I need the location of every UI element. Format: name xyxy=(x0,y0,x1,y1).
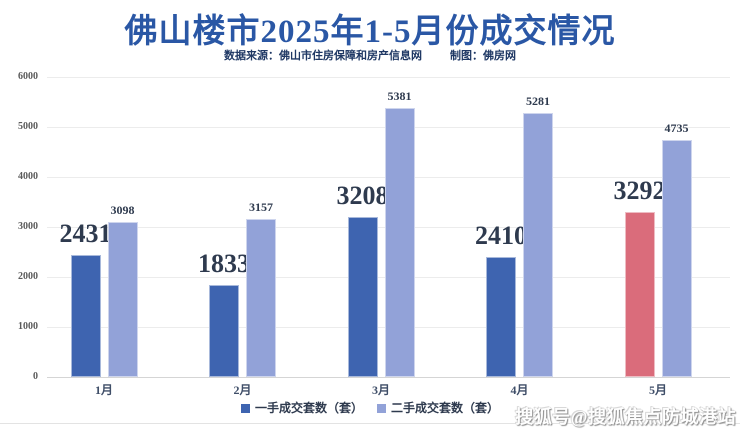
y-axis-tick-label: 1000 xyxy=(18,321,38,332)
y-axis-tick-label: 0 xyxy=(33,371,38,382)
legend-item-primary: 一手成交套数（套） xyxy=(240,401,363,415)
bar-secondary xyxy=(107,222,138,377)
bar-primary xyxy=(70,255,101,377)
y-axis-tick-label: 6000 xyxy=(18,71,38,82)
bar-secondary xyxy=(384,107,415,377)
bar-value-label-primary: 2431 xyxy=(59,219,112,249)
legend-label-primary: 一手成交套数（套） xyxy=(254,401,363,415)
bar-value-label-secondary: 4735 xyxy=(664,121,689,136)
data-source-label: 数据来源：佛山市住房保障和房产信息网 xyxy=(224,50,422,62)
bar-value-label-primary: 2410 xyxy=(475,220,527,250)
bar-value-label-primary: 3292 xyxy=(613,176,666,206)
bar-value-label-primary: 1833 xyxy=(198,249,250,279)
grid-line xyxy=(47,77,730,78)
bar-primary xyxy=(624,212,655,377)
chart-subtitle: 数据来源：佛山市住房保障和房产信息网 制图：佛房网 xyxy=(0,47,740,63)
x-axis-category-label: 2月 xyxy=(233,383,252,397)
bottom-divider xyxy=(0,423,740,424)
bar-secondary xyxy=(246,219,276,377)
x-axis-category-label: 1月 xyxy=(94,383,114,397)
bar-value-label-secondary: 3098 xyxy=(110,203,135,218)
legend: 一手成交套数（套） 二手成交套数（套） xyxy=(0,401,740,415)
watermark-text: 搜狐号@搜狐焦点防城港站 xyxy=(515,407,736,427)
bar-value-label-secondary: 5281 xyxy=(526,93,550,108)
bar-secondary xyxy=(661,140,692,377)
legend-swatch-secondary xyxy=(377,403,386,413)
legend-swatch-primary xyxy=(240,403,250,413)
x-axis-category-label: 3月 xyxy=(371,383,391,397)
y-axis-tick-label: 2000 xyxy=(18,271,38,282)
bar-value-label-secondary: 3157 xyxy=(249,200,273,215)
y-axis-tick-label: 4000 xyxy=(18,171,38,182)
x-axis-line xyxy=(47,377,730,378)
bar-primary xyxy=(486,256,516,377)
bar-value-label-primary: 3208 xyxy=(336,180,389,210)
credit-label: 制图：佛房网 xyxy=(450,50,516,62)
x-axis-category-label: 4月 xyxy=(510,383,529,397)
x-axis-category-label: 5月 xyxy=(648,383,668,397)
y-axis-tick-label: 5000 xyxy=(18,121,38,132)
bar-primary xyxy=(347,216,378,377)
chart-title: 佛山楼市2025年1-5月份成交情况 xyxy=(124,14,616,50)
bar-value-label-secondary: 5381 xyxy=(387,88,412,103)
legend-item-secondary: 二手成交套数（套） xyxy=(377,402,499,414)
bar-primary xyxy=(209,285,239,377)
bar-secondary xyxy=(523,112,553,377)
legend-label-secondary: 二手成交套数（套） xyxy=(391,401,500,415)
y-axis-tick-label: 3000 xyxy=(18,221,38,232)
